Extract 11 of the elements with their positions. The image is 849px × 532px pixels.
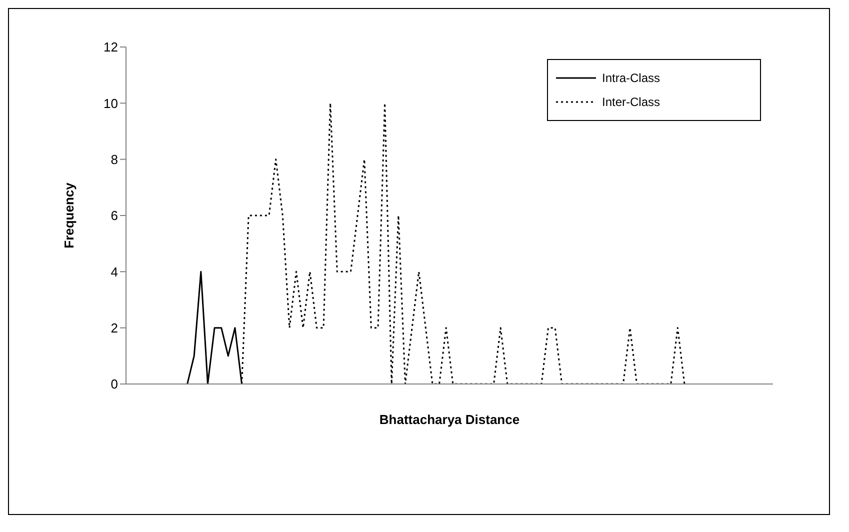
legend-label: Inter-Class	[602, 95, 660, 109]
legend-label: Intra-Class	[602, 71, 660, 85]
y-tick-label: 4	[110, 264, 118, 280]
y-tick-label: 12	[104, 40, 118, 55]
y-axis-title: Frequency	[62, 182, 77, 248]
x-axis-title: Bhattacharya Distance	[379, 412, 520, 427]
y-tick-label: 8	[110, 152, 118, 167]
y-tick-label: 6	[110, 208, 118, 224]
y-tick-label: 10	[104, 96, 118, 111]
y-tick-label: 0	[110, 376, 118, 392]
y-tick-label: 2	[110, 320, 118, 336]
